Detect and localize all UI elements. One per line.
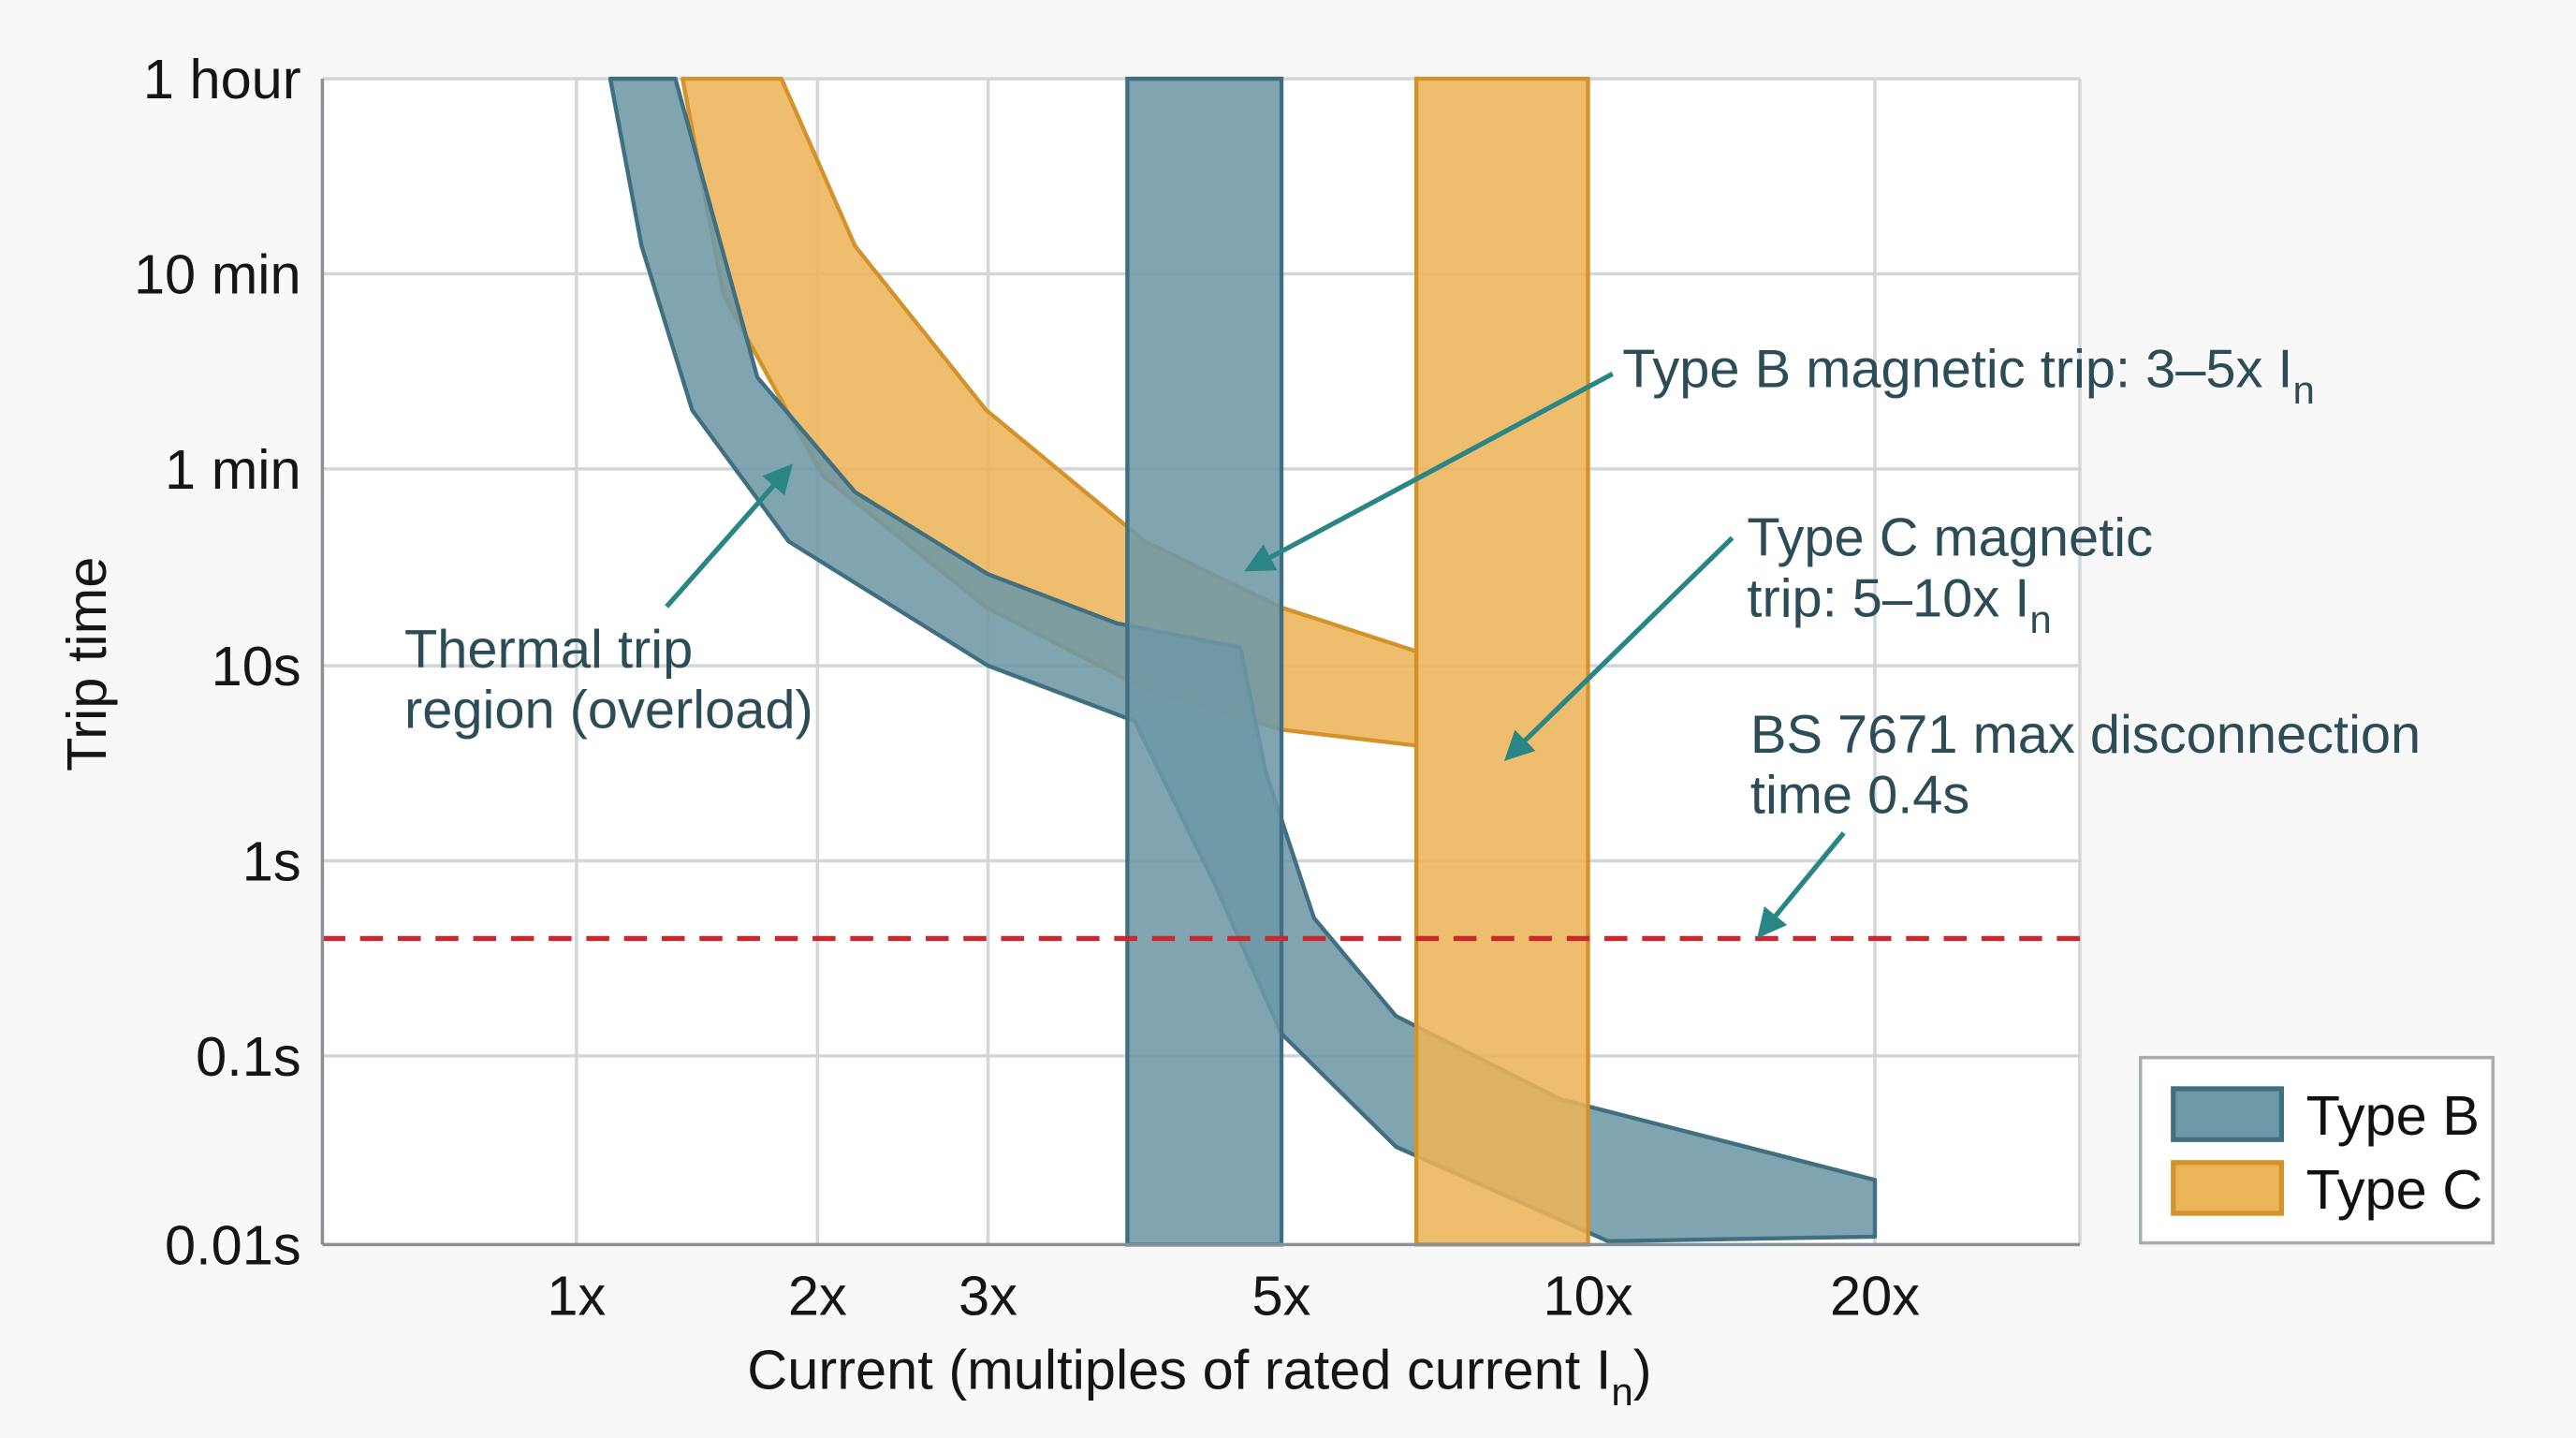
y-tick-label: 1 min [165, 438, 301, 501]
legend-swatch-type-c [2171, 1160, 2284, 1216]
type-b-magnetic-band [1125, 76, 1284, 1247]
x-tick-label: 5x [1252, 1265, 1311, 1328]
x-axis-label: Current (multiples of rated current In) [747, 1338, 1651, 1414]
legend-swatch-type-b [2171, 1086, 2284, 1142]
bands [607, 76, 1878, 1247]
type-c-magnetic-band [1413, 76, 1590, 1247]
legend-label-type-b: Type B [2306, 1084, 2480, 1147]
annotation-type-c-line1: Type C magnetic [1747, 508, 2153, 568]
annotation-arrows [665, 372, 1846, 939]
legend-label-type-c: Type C [2306, 1158, 2483, 1221]
x-tick-label: 10x [1544, 1265, 1633, 1328]
x-tick-label: 2x [788, 1265, 847, 1328]
legend: Type B Type C [2138, 1055, 2496, 1245]
annotation-type-c-line2: trip: 5–10x In [1747, 569, 2051, 642]
annotation-type-b: Type B magnetic trip: 3–5x In [1622, 339, 2315, 412]
thermal-arrow [665, 463, 794, 609]
x-tick-label: 20x [1830, 1265, 1920, 1328]
x-tick-label: 1x [547, 1265, 606, 1328]
y-tick-label: 10 min [134, 243, 301, 306]
x-tick-label: 3x [959, 1265, 1017, 1328]
x-tick-labels: 1x 2x 3x 5x 10x 20x [547, 1265, 1920, 1328]
y-tick-label: 0.01s [165, 1213, 301, 1276]
y-tick-label: 10s [212, 635, 301, 697]
annotation-thermal-line1: Thermal trip [404, 620, 693, 680]
annotation-thermal-line2: region (overload) [404, 681, 813, 741]
type-c-arrow [1503, 536, 1734, 761]
y-tick-label: 1s [242, 830, 301, 893]
annotation-bs7671-line1: BS 7671 max disconnection [1750, 705, 2421, 765]
y-tick-label: 0.1s [196, 1025, 301, 1088]
y-tick-labels: 1 hour 10 min 1 min 10s 1s 0.1s 0.01s [134, 48, 301, 1276]
y-tick-label: 1 hour [143, 48, 301, 110]
annotation-bs7671-line2: time 0.4s [1750, 766, 1969, 826]
type-b-arrow [1244, 372, 1615, 572]
bs7671-arrow [1757, 831, 1846, 939]
y-axis-label: Trip time [55, 557, 118, 771]
